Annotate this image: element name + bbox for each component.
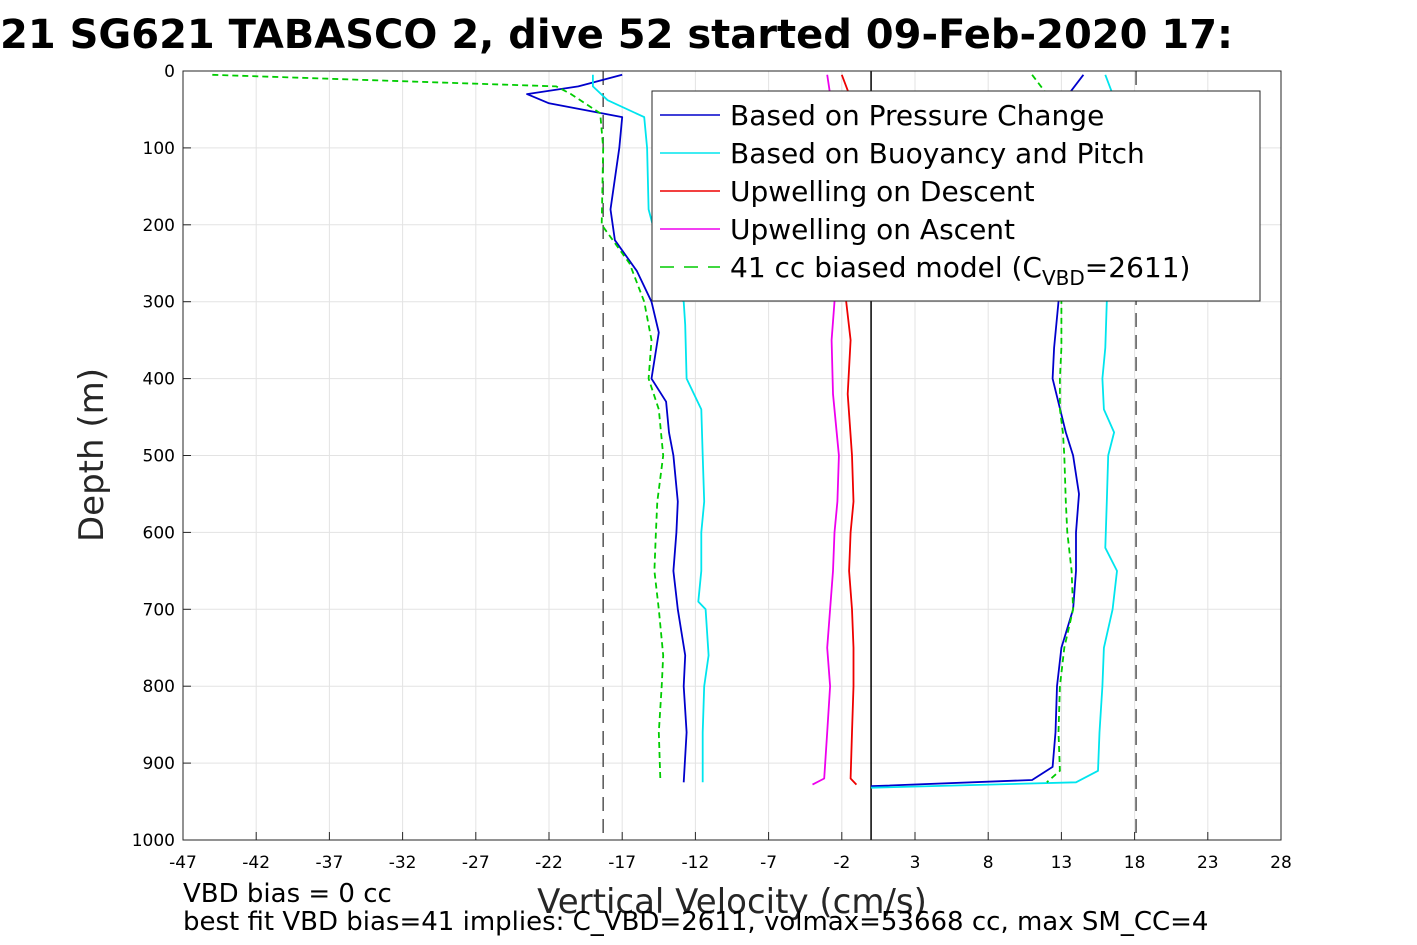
x-tick-label: 18	[1124, 853, 1146, 873]
vbd-bias-note: VBD bias = 0 cc	[183, 879, 392, 909]
y-tick-label: 900	[143, 754, 175, 774]
x-tick-label: -22	[535, 853, 563, 873]
y-tick-label: 1000	[132, 831, 175, 851]
x-tick-label: -32	[389, 853, 417, 873]
x-tick-label: -37	[316, 853, 344, 873]
x-tick-label: 13	[1051, 853, 1073, 873]
y-tick-label: 200	[143, 216, 175, 236]
x-tick-label: -7	[760, 853, 777, 873]
legend-label: Upwelling on Ascent	[730, 213, 1015, 246]
x-tick-label: -17	[608, 853, 636, 873]
y-tick-label: 700	[143, 600, 175, 620]
y-tick-label: 300	[143, 293, 175, 313]
x-tick-label: -47	[169, 853, 197, 873]
y-tick-label: 800	[143, 677, 175, 697]
x-tick-label: 23	[1197, 853, 1219, 873]
legend: Based on Pressure Change Based on Buoyanc…	[651, 90, 1261, 302]
x-axis-label: Vertical Velocity (cm/s)	[537, 882, 927, 922]
x-tick-label: -12	[682, 853, 710, 873]
y-tick-label: 100	[143, 139, 175, 159]
y-tick-label: 0	[164, 62, 175, 82]
x-tick-label: -2	[833, 853, 850, 873]
y-axis-ticks: 0 100 200 300 400 500 600 700 800 900 1000	[132, 62, 191, 851]
series-based-on-buoyancy-and-pitch-descent	[592, 74, 710, 783]
legend-label-tail: =2611)	[1085, 251, 1191, 284]
y-tick-label: 400	[143, 370, 175, 390]
legend-label: Upwelling on Descent	[730, 175, 1035, 208]
series-upwelling-on-ascent-descent	[812, 74, 840, 786]
legend-label: Based on Pressure Change	[730, 99, 1104, 132]
series-41-cc-biased-model-c-vbd-2611-descent	[212, 73, 665, 779]
x-tick-label: -27	[462, 853, 490, 873]
best-fit-note: best fit VBD bias=41 implies: C_VBD=2611…	[183, 907, 1208, 937]
x-tick-label: 3	[910, 853, 921, 873]
y-axis-label: Depth (m)	[72, 368, 112, 542]
x-tick-label: 28	[1270, 853, 1292, 873]
legend-label-subscript: VBD	[1042, 266, 1085, 290]
legend-label: Based on Buoyancy and Pitch	[730, 137, 1145, 170]
chart-title: 21 SG621 TABASCO 2, dive 52 started 09-F…	[0, 12, 1233, 58]
series-41-cc-biased-model-c-vbd-2611-ascent	[1031, 74, 1074, 783]
y-tick-label: 600	[143, 523, 175, 543]
legend-box	[651, 90, 1261, 302]
y-tick-label: 500	[143, 447, 175, 467]
x-axis-ticks: -47 -42 -37 -32 -27 -22 -17 -12 -7 -2 3 8 13 18 23 28	[169, 832, 1292, 873]
x-tick-label: -42	[242, 853, 270, 873]
series-upwelling-on-descent-descent	[840, 74, 858, 786]
x-tick-label: 8	[983, 853, 994, 873]
legend-label-main: 41 cc biased model (C	[730, 251, 1042, 284]
legend-label: 41 cc biased model (CVBD=2611)	[730, 251, 1190, 290]
